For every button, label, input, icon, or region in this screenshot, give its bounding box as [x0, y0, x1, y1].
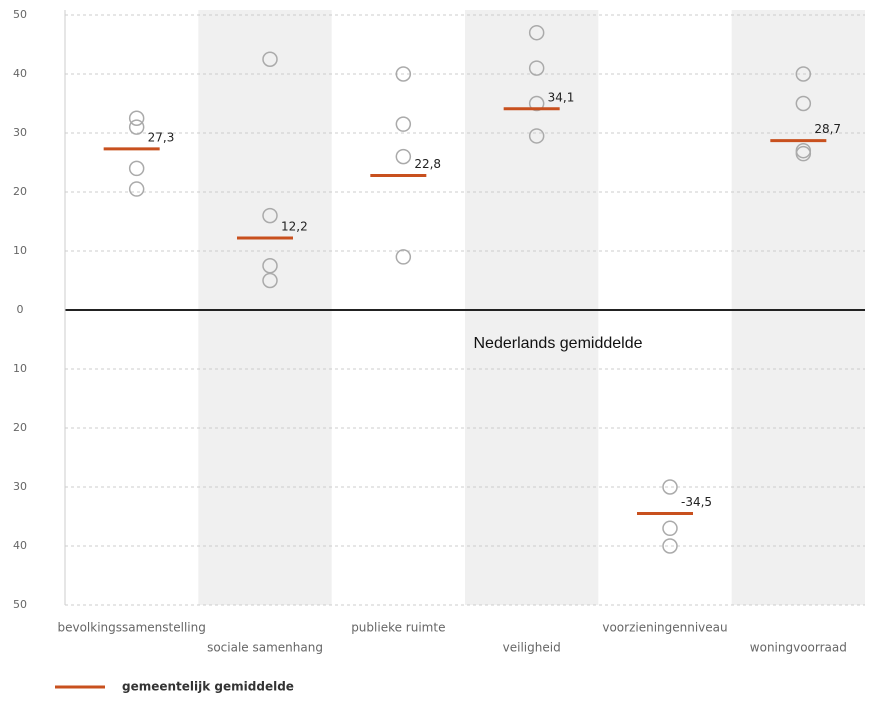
- point: [662, 538, 678, 554]
- annotation: Nederlands gemiddelde: [474, 335, 643, 352]
- point: [395, 148, 412, 165]
- value-label: 28,7: [814, 122, 841, 136]
- y-tick-label: 0: [17, 303, 24, 316]
- y-tick-label: 50: [13, 598, 27, 611]
- point: [795, 145, 812, 162]
- legend-label: gemeentelijk gemiddelde: [122, 680, 294, 694]
- y-tick-label: 20: [13, 421, 27, 434]
- y-tick-label: 10: [13, 362, 27, 375]
- y-tick-label: 10: [13, 244, 27, 257]
- x-tick-label: woningvoorraad: [750, 641, 847, 655]
- x-tick-label: sociale samenhang: [207, 641, 323, 655]
- value-label: 22,8: [414, 157, 441, 171]
- y-tick-label: 50: [13, 8, 27, 21]
- x-tick-label: veiligheid: [503, 641, 561, 655]
- band: [198, 10, 332, 605]
- x-tick-label: voorzieningenniveau: [602, 621, 727, 635]
- y-tick-label: 30: [13, 480, 27, 493]
- point: [662, 520, 678, 537]
- y-tick-label: 20: [13, 185, 27, 198]
- point: [128, 160, 145, 177]
- value-label: 27,3: [148, 130, 175, 144]
- y-tick-label: 40: [13, 67, 27, 80]
- point: [128, 110, 145, 126]
- point: [262, 272, 278, 289]
- y-tick-label: 40: [13, 539, 27, 552]
- y-tick-label: 30: [13, 126, 27, 139]
- x-tick-label: publieke ruimte: [351, 621, 445, 635]
- value-label: 34,1: [548, 90, 575, 104]
- point: [128, 119, 145, 135]
- value-label: 12,2: [281, 220, 308, 234]
- point: [528, 128, 545, 144]
- point: [662, 479, 678, 495]
- point: [795, 66, 812, 82]
- point: [395, 249, 412, 265]
- point: [395, 66, 412, 82]
- point: [395, 116, 412, 132]
- point: [795, 95, 812, 112]
- point: [262, 51, 278, 67]
- x-tick-label: bevolkingssamenstelling: [57, 621, 205, 635]
- value-label: -34,5: [681, 495, 712, 509]
- point: [262, 207, 278, 224]
- point: [528, 95, 545, 112]
- point: [528, 24, 545, 41]
- point: [128, 181, 145, 197]
- point: [528, 60, 545, 76]
